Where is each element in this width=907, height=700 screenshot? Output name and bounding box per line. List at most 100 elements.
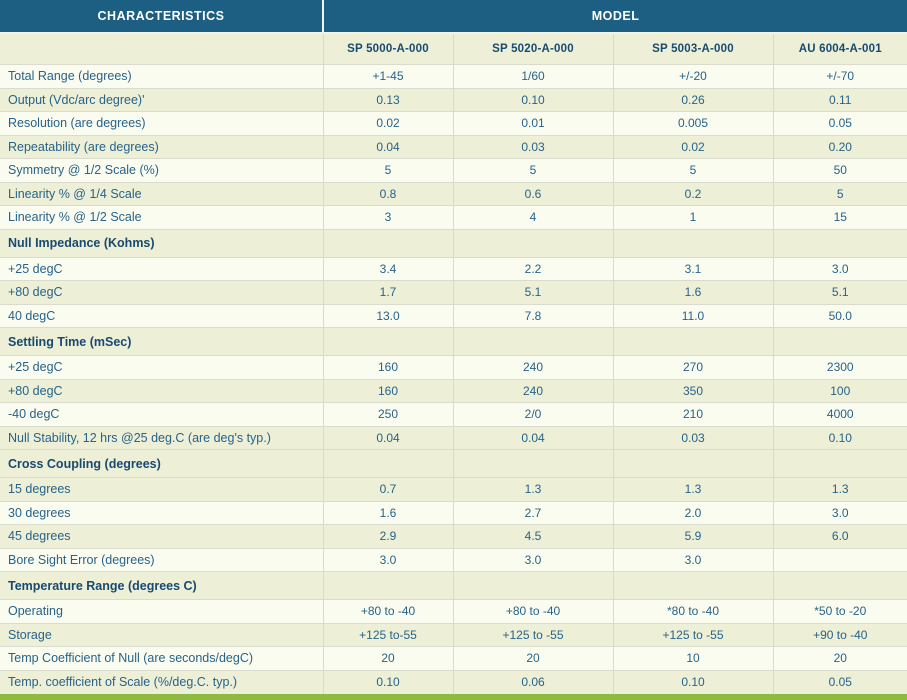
cell-value [452,571,614,600]
cell-value: 0.13 [322,87,454,112]
cell-value [612,228,774,258]
cell-value: 0.02 [612,134,774,159]
cell-value: 5.1 [772,280,907,305]
cell-value: 3.0 [452,547,614,572]
cell-value [452,228,614,258]
model-column-header: SP 5000-A-000 [322,32,454,65]
table-row: +25 degC 160 240 270 2300 [0,355,907,380]
cell-value: 0.05 [772,669,907,694]
row-label: 40 degC [0,303,324,328]
table-row: -40 degC 250 2/0 210 4000 [0,402,907,427]
section-row: Null Impedance (Kohms) [0,228,907,258]
table-row: Symmetry @ 1/2 Scale (%) 5 5 5 50 [0,158,907,183]
cell-value: 0.03 [452,134,614,159]
cell-value: *50 to -20 [772,599,907,624]
cell-value: +80 to -40 [452,599,614,624]
row-label: Resolution (are degrees) [0,111,324,136]
row-label: +80 degC [0,378,324,403]
cell-value: 240 [452,355,614,380]
cell-value: 3.0 [772,500,907,525]
cell-value: +125 to -55 [612,622,774,647]
model-row-spacer [0,32,324,65]
row-label: Repeatability (are degrees) [0,134,324,159]
row-label: Temperature Range (degrees C) [0,571,324,600]
cell-value: +/-70 [772,64,907,89]
row-label: Settling Time (mSec) [0,327,324,356]
cell-value: 1 [612,205,774,230]
row-label: Linearity % @ 1/2 Scale [0,205,324,230]
cell-value: +1-45 [322,64,454,89]
cell-value: 4000 [772,402,907,427]
table-row: Storage +125 to-55 +125 to -55 +125 to -55 +… [0,622,907,647]
cell-value: 1.6 [322,500,454,525]
cell-value: 5 [322,158,454,183]
bottom-accent-bar [0,693,907,700]
cell-value: 0.10 [322,669,454,694]
cell-value: 2.2 [452,256,614,281]
cell-value: 20 [772,646,907,671]
table-row: Linearity % @ 1/4 Scale 0.8 0.6 0.2 5 [0,181,907,206]
cell-value: 3 [322,205,454,230]
table-row: Null Stability, 12 hrs @25 deg.C (are de… [0,425,907,450]
cell-value [612,571,774,600]
cell-value: 240 [452,378,614,403]
table-row: Linearity % @ 1/2 Scale 3 4 1 15 [0,205,907,230]
row-label: +25 degC [0,355,324,380]
section-row: Cross Coupling (degrees) [0,449,907,478]
row-label: 30 degrees [0,500,324,525]
row-label: 15 degrees [0,477,324,502]
cell-value: +125 to -55 [452,622,614,647]
cell-value [452,327,614,356]
cell-value: 0.10 [772,425,907,450]
cell-value: 5.1 [452,280,614,305]
cell-value: 0.26 [612,87,774,112]
row-label: Bore Sight Error (degrees) [0,547,324,572]
cell-value: 20 [322,646,454,671]
header-band-row: CHARACTERISTICS MODEL [0,0,907,34]
cell-value: 0.20 [772,134,907,159]
cell-value: 0.11 [772,87,907,112]
cell-value [452,449,614,478]
cell-value: 4 [452,205,614,230]
cell-value: 20 [452,646,614,671]
cell-value: +125 to-55 [322,622,454,647]
table-row: +80 degC 160 240 350 100 [0,378,907,403]
cell-value: 5.9 [612,524,774,549]
cell-value: 250 [322,402,454,427]
row-label: -40 degC [0,402,324,427]
cell-value: 1.3 [612,477,774,502]
row-label: Symmetry @ 1/2 Scale (%) [0,158,324,183]
table-row: Bore Sight Error (degrees) 3.0 3.0 3.0 [0,547,907,572]
section-row: Temperature Range (degrees C) [0,571,907,600]
cell-value: +80 to -40 [322,599,454,624]
cell-value: 0.06 [452,669,614,694]
row-label: Null Impedance (Kohms) [0,228,324,258]
cell-value: 3.0 [772,256,907,281]
cell-value: 5 [452,158,614,183]
cell-value: 11.0 [612,303,774,328]
cell-value: 0.2 [612,181,774,206]
model-column-header: SP 5003-A-000 [612,32,774,65]
cell-value: 1/60 [452,64,614,89]
table-row: Temp. coefficient of Scale (%/deg.C. typ… [0,669,907,694]
cell-value: 15 [772,205,907,230]
row-label: +25 degC [0,256,324,281]
cell-value [322,571,454,600]
row-label: Operating [0,599,324,624]
cell-value: 160 [322,378,454,403]
row-label: Output (Vdc/arc degree)' [0,87,324,112]
cell-value: *80 to -40 [612,599,774,624]
cell-value: 0.02 [322,111,454,136]
cell-value: 3.1 [612,256,774,281]
cell-value: 2/0 [452,402,614,427]
cell-value: 50.0 [772,303,907,328]
cell-value [772,571,907,600]
cell-value: 0.03 [612,425,774,450]
table-row: 40 degC 13.0 7.8 11.0 50.0 [0,303,907,328]
cell-value: 0.005 [612,111,774,136]
cell-value: +90 to -40 [772,622,907,647]
cell-value: 3.4 [322,256,454,281]
cell-value: 1.3 [452,477,614,502]
